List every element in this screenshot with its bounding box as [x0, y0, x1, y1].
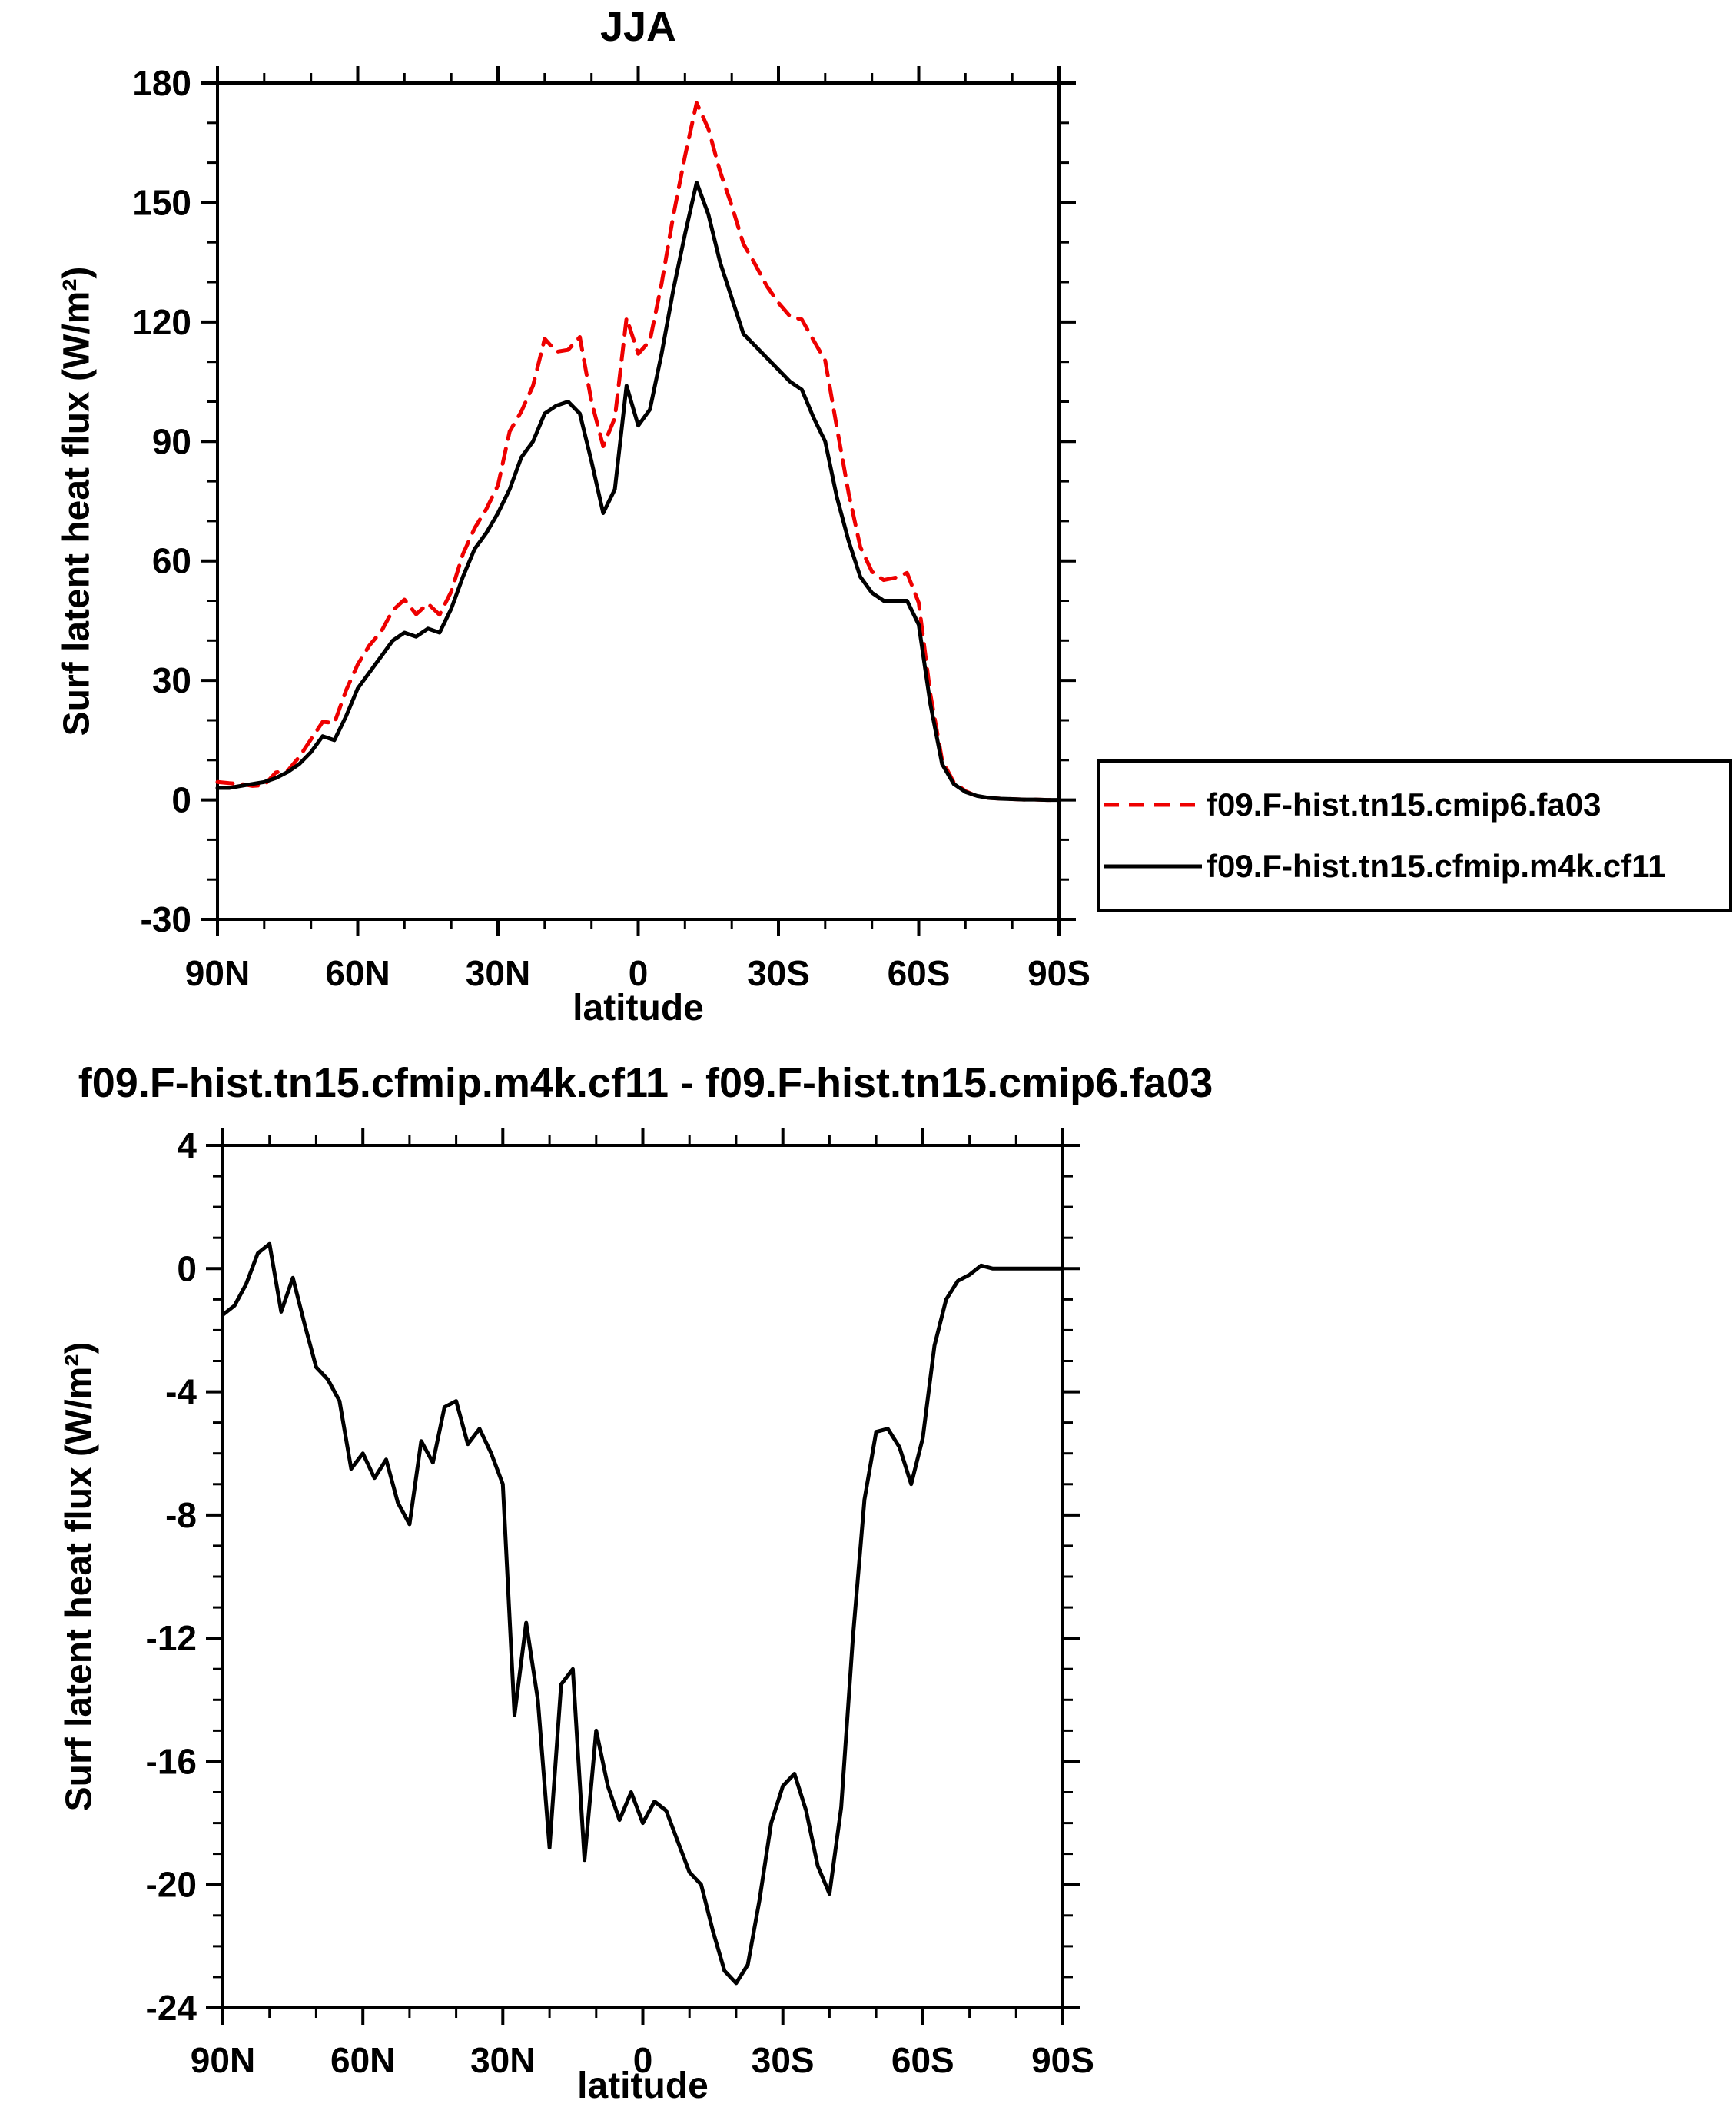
series-line [215, 101, 1061, 803]
y-tick-label: 30 [152, 660, 191, 700]
y-tick-label: 4 [177, 1125, 197, 1165]
dashed-red-line-sample [1104, 803, 1202, 807]
x-tick-label: 60S [891, 2040, 954, 2080]
y-tick-label: 120 [132, 302, 191, 342]
x-tick-label: 30S [747, 953, 810, 993]
x-tick-label: 0 [629, 953, 649, 993]
x-tick-label: 60N [325, 953, 390, 993]
y-tick-label: -12 [146, 1618, 197, 1658]
plot-border [216, 81, 1061, 921]
difference-chart-x-axis-label: latitude [577, 2065, 709, 2106]
y-tick-label: 0 [171, 780, 191, 820]
x-tick-label: 30S [752, 2040, 815, 2080]
y-tick-label: -4 [165, 1372, 197, 1412]
top-chart-x-axis-label: latitude [573, 988, 704, 1029]
x-tick-label: 60N [330, 2040, 395, 2080]
x-tick-label: 90S [1031, 2040, 1094, 2080]
y-tick-label: 180 [132, 63, 191, 103]
top-chart-title: JJA [599, 4, 677, 50]
y-tick-label: -30 [141, 899, 191, 939]
series-line [215, 181, 1061, 803]
y-tick-label: 90 [152, 421, 191, 461]
legend-label-cfmip-m4k: f09.F-hist.tn15.cfmip.m4k.cf11 [1207, 847, 1666, 884]
legend-entry-cmip6: f09.F-hist.tn15.cmip6.fa03 [1100, 786, 1729, 823]
legend-entry-cfmip-m4k: f09.F-hist.tn15.cfmip.m4k.cf11 [1100, 848, 1729, 885]
plot-border [221, 1144, 1064, 2009]
x-tick-label: 0 [633, 2040, 653, 2080]
y-tick-label: -8 [165, 1495, 197, 1535]
difference-chart-plot: 4 0 -4 -8 -12 -16 -20 -24 90N 60N 30N 0 30S 60S 90S [146, 1125, 1094, 2080]
y-tick-label: 60 [152, 541, 191, 581]
y-tick-label: -20 [146, 1865, 197, 1905]
x-tick-label: 90S [1027, 953, 1090, 993]
legend-box: f09.F-hist.tn15.cmip6.fa03 f09.F-hist.tn… [1097, 759, 1732, 912]
series-line [221, 1241, 1065, 1986]
x-tick-label: 90N [185, 953, 250, 993]
x-tick-label: 30N [466, 953, 530, 993]
x-tick-label: 30N [470, 2040, 535, 2080]
solid-black-line-sample [1104, 864, 1202, 869]
y-tick-label: -16 [146, 1741, 197, 1781]
x-tick-label: 60S [888, 953, 951, 993]
x-tick-label: 90N [191, 2040, 255, 2080]
difference-chart-title: f09.F-hist.tn15.cfmip.m4k.cf11 - f09.F-h… [78, 1060, 1213, 1106]
y-tick-label: -24 [146, 1988, 197, 2028]
y-tick-label: 150 [132, 182, 191, 222]
y-tick-label: 0 [177, 1248, 197, 1288]
top-chart-plot: 180 150 120 90 60 30 0 -30 90N 60N 30N 0 30S 60S 90S [132, 63, 1090, 993]
legend-label-cmip6: f09.F-hist.tn15.cmip6.fa03 [1207, 786, 1602, 823]
